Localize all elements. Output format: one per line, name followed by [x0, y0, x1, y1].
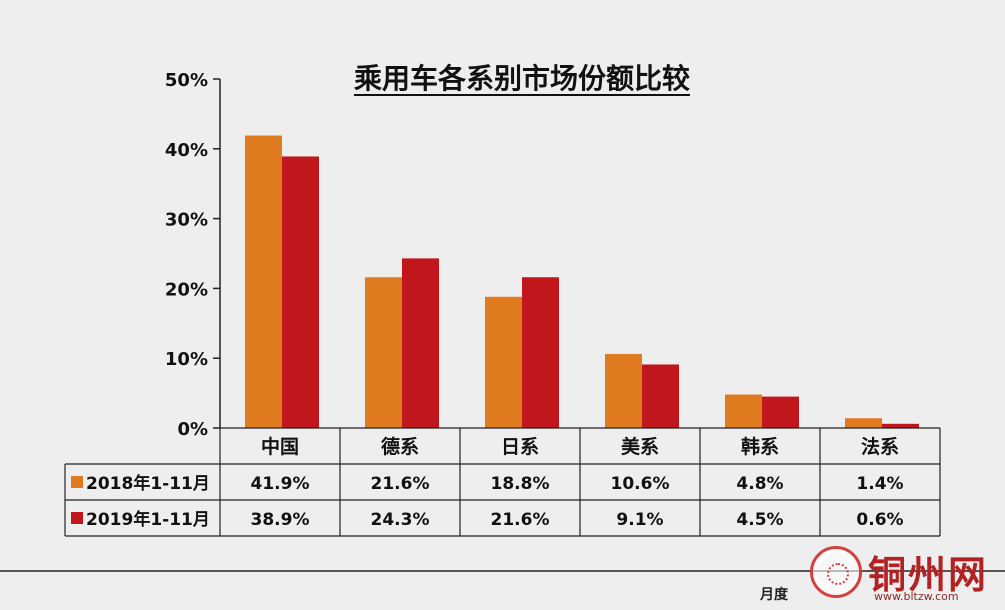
- watermark: 铜州网 www.bltzw.com: [810, 542, 1000, 606]
- legend-swatch: [71, 476, 83, 488]
- bar: [485, 296, 522, 428]
- bar: [642, 364, 679, 428]
- y-tick-label: 40%: [165, 140, 208, 161]
- legend-swatch: [71, 512, 83, 524]
- footer-text: 月度: [760, 587, 788, 603]
- y-tick-label: 30%: [165, 210, 208, 231]
- bar: [725, 394, 762, 428]
- data-label: 38.9%: [251, 510, 310, 530]
- data-label: 0.6%: [856, 510, 903, 530]
- data-label: 10.6%: [611, 474, 670, 494]
- x-category-label: 中国: [261, 435, 299, 458]
- y-tick-label: 20%: [165, 279, 208, 300]
- y-axis: 0% 10% 20% 30% 40% 50%: [165, 70, 221, 440]
- bar: [402, 258, 439, 428]
- bar: [282, 156, 319, 428]
- watermark-seal-icon: [810, 546, 862, 598]
- x-category-label: 日系: [501, 436, 539, 458]
- footer-divider: [0, 570, 1005, 572]
- x-category-label: 美系: [621, 435, 659, 458]
- y-tick-label: 10%: [165, 349, 208, 370]
- legend-label: 2018年1-11月: [86, 473, 210, 494]
- watermark-text: 铜州网: [868, 552, 989, 597]
- data-label: 18.8%: [491, 474, 550, 494]
- bar: [845, 418, 882, 428]
- bar: [762, 396, 799, 428]
- data-label: 21.6%: [491, 510, 550, 530]
- chart-title: 乘用车各系别市场份额比较: [354, 62, 690, 95]
- bar-chart: 乘用车各系别市场份额比较 0% 10% 20% 30% 40% 50% 中国 德系 日系 美系 韩…: [64, 62, 941, 537]
- data-label: 21.6%: [371, 474, 430, 494]
- data-table: 中国 德系 日系 美系 韩系 法系 2018年1-11月 41.9% 21.6% 18.8% 10.…: [64, 427, 941, 537]
- bar: [522, 277, 559, 428]
- data-label: 9.1%: [616, 510, 663, 530]
- data-label: 1.4%: [856, 474, 903, 494]
- legend-label: 2019年1-11月: [86, 509, 210, 530]
- bar: [605, 354, 642, 428]
- y-tick-label: 50%: [165, 70, 208, 91]
- watermark-url: www.bltzw.com: [874, 590, 959, 603]
- x-category-label: 法系: [861, 435, 899, 458]
- data-label: 41.9%: [251, 474, 310, 494]
- bar: [365, 277, 402, 428]
- x-category-label: 韩系: [741, 435, 779, 458]
- data-label: 24.3%: [371, 510, 430, 530]
- bar: [882, 423, 919, 428]
- bars: [245, 135, 919, 428]
- x-category-label: 德系: [381, 435, 419, 458]
- data-label: 4.5%: [736, 510, 783, 530]
- data-label: 4.8%: [736, 474, 783, 494]
- y-tick-label: 0%: [177, 419, 208, 440]
- bar: [245, 135, 282, 428]
